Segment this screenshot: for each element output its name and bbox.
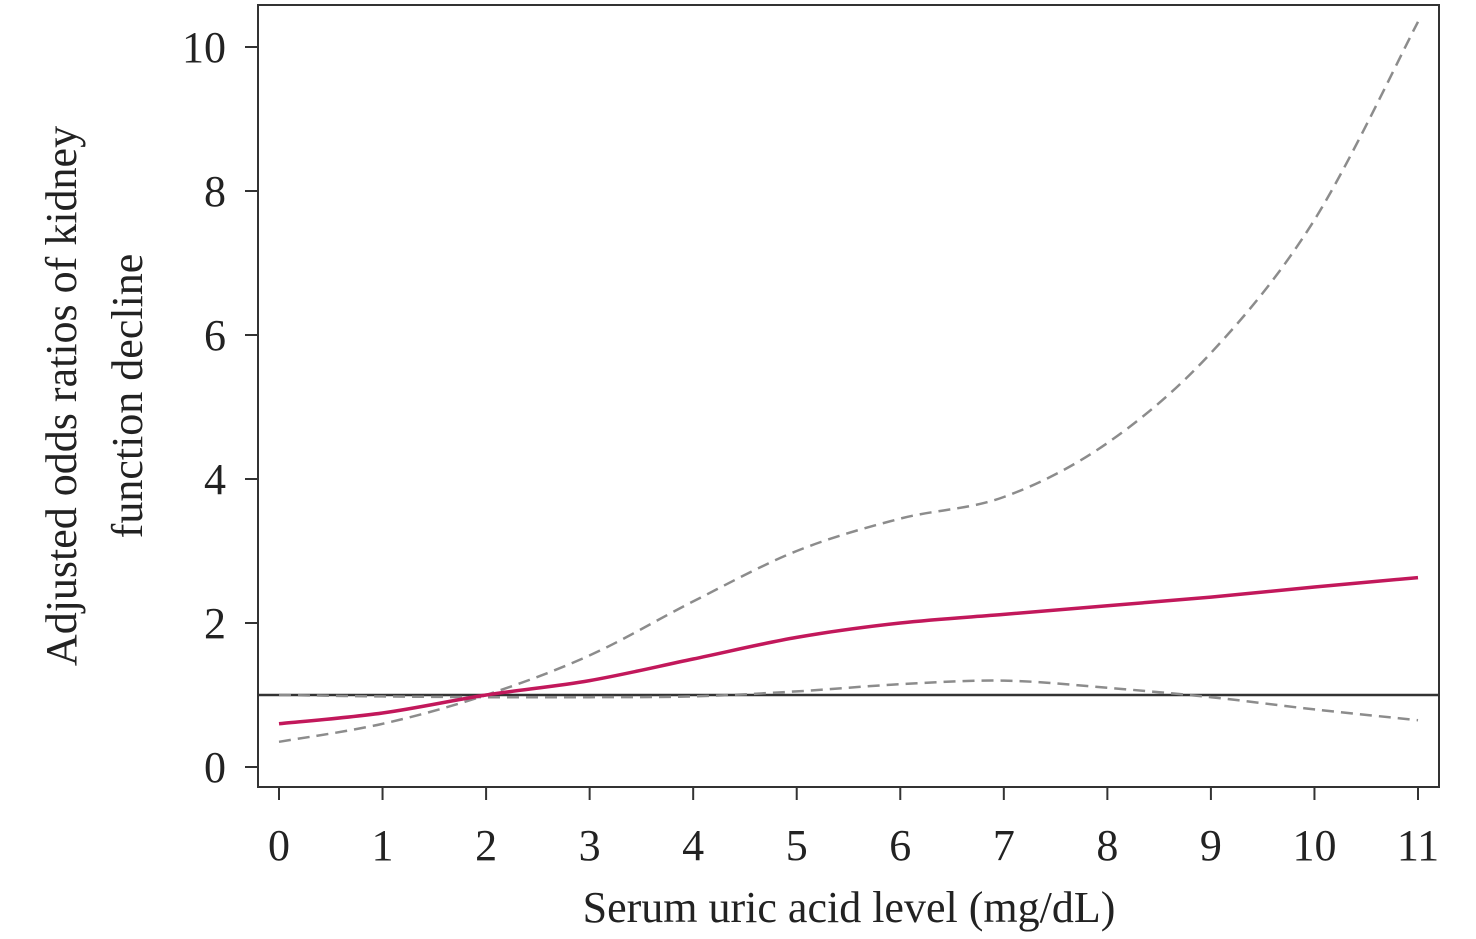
x-tick-label: 4 <box>682 821 704 870</box>
y-tick-label: 10 <box>182 23 226 72</box>
y-axis-title-line-1: Adjusted odds ratios of kidney <box>37 126 86 666</box>
series-odds-ratio <box>278 575 1419 726</box>
x-tick-label: 8 <box>1096 821 1118 870</box>
series-layer <box>278 21 1420 744</box>
x-tick-label: 0 <box>268 821 290 870</box>
y-tick-label: 6 <box>204 311 226 360</box>
plot-frame <box>257 4 1440 788</box>
y-tick-label: 4 <box>204 455 226 504</box>
x-tick-label: 3 <box>579 821 601 870</box>
x-tick-label: 11 <box>1397 821 1439 870</box>
x-axis: 0 1 2 3 4 5 6 7 8 9 10 11 <box>268 787 1439 870</box>
x-tick-label: 1 <box>372 821 394 870</box>
x-tick-label: 9 <box>1200 821 1222 870</box>
y-tick-label: 0 <box>204 743 226 792</box>
series-upper-ci <box>278 21 1420 744</box>
x-tick-label: 6 <box>889 821 911 870</box>
x-tick-label: 5 <box>786 821 808 870</box>
x-tick-label: 10 <box>1292 821 1336 870</box>
y-tick-label: 2 <box>204 599 226 648</box>
x-tick-label: 2 <box>475 821 497 870</box>
y-axis-title-line-2: function decline <box>103 254 152 539</box>
x-axis-title: Serum uric acid level (mg/dL) <box>583 883 1116 932</box>
y-tick-label: 8 <box>204 167 226 216</box>
x-tick-label: 7 <box>993 821 1015 870</box>
y-axis: 0 2 4 6 8 10 <box>182 23 258 792</box>
